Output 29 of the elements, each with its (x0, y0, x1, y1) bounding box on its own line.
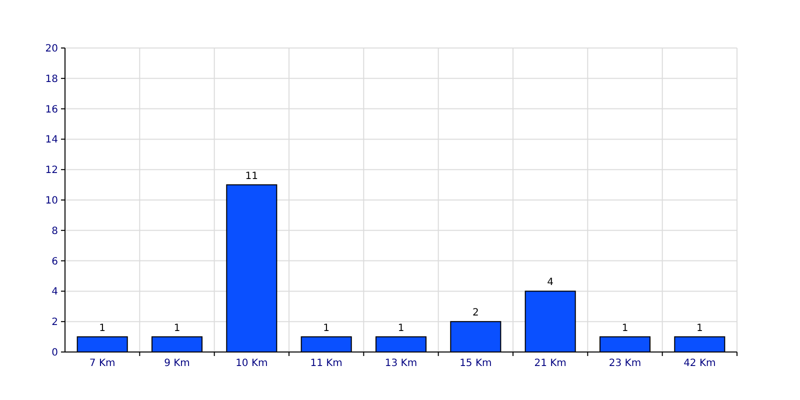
x-tick-label: 10 Km (236, 358, 268, 369)
x-tick-label: 23 Km (608, 358, 642, 369)
data-label: 1 (174, 322, 180, 334)
y-tick-label: 20 (45, 44, 58, 54)
y-tick-label: 2 (52, 317, 58, 328)
data-label: 2 (472, 308, 479, 319)
y-tick-label: 0 (52, 348, 58, 358)
data-label: 1 (696, 322, 703, 334)
y-tick-label: 6 (52, 256, 58, 268)
y-tick-label: 14 (45, 134, 58, 146)
data-label: 1 (622, 322, 628, 334)
x-tick-label: 42 Km (684, 358, 716, 369)
y-tick-label: 8 (52, 226, 58, 237)
x-tick-label: 11 Km (310, 358, 342, 369)
x-tick-label: 9 Km (164, 358, 190, 369)
y-tick-label: 10 (45, 196, 58, 206)
data-label: 1 (323, 322, 330, 334)
x-tick-label: 7 Km (89, 358, 116, 369)
x-tick-label: 13 Km (384, 358, 418, 369)
data-label: 11 (245, 170, 258, 182)
x-tick-label: 21 Km (534, 358, 566, 369)
data-label: 1 (99, 322, 106, 334)
y-tick-label: 16 (45, 104, 58, 116)
data-label: 1 (398, 322, 404, 334)
data-label: 4 (547, 277, 554, 288)
y-tick-label: 18 (45, 74, 58, 85)
y-tick-label: 12 (45, 165, 58, 176)
x-tick-label: 15 Km (460, 358, 492, 369)
y-tick-label: 4 (52, 286, 58, 298)
